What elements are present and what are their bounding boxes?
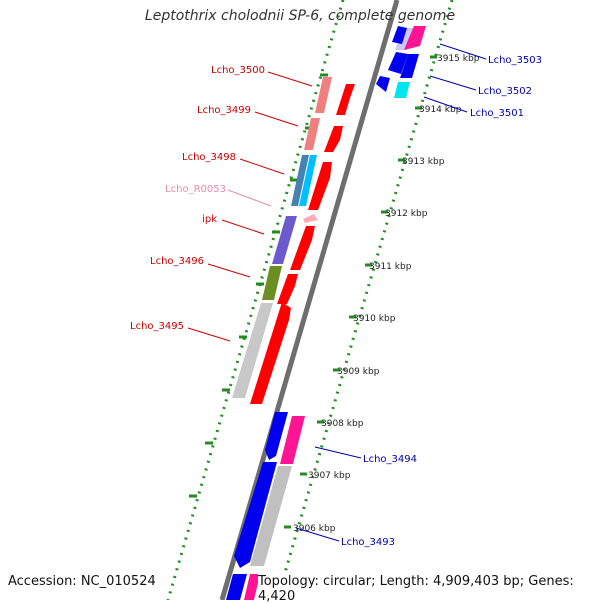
left-feature-track — [166, 0, 345, 600]
gene-lcho-3493-cog — [250, 466, 292, 566]
forward-genes — [232, 77, 355, 404]
ruler-label-3915: 3915 kbp — [437, 54, 480, 64]
gene-lcho-3496-cog — [262, 266, 282, 300]
rna-leader-line — [227, 189, 272, 207]
ruler-label-3911: 3911 kbp — [369, 262, 412, 272]
gene-lcho-3498-arrow — [308, 162, 332, 210]
reverse-genes-bottom — [226, 412, 305, 600]
topology-text: Topology: circular; Length: 4,909,403 bp… — [258, 574, 600, 604]
gene-lcho-3496-arrow — [277, 274, 298, 304]
gene-lcho-3500-arrow — [336, 84, 355, 115]
gene-lcho-3502-cog — [400, 54, 419, 78]
gene-partial-cog — [244, 574, 260, 600]
gene-lcho-3495-arrow — [250, 302, 291, 404]
gene-lcho-3500-cog — [315, 77, 332, 113]
gene-partial-arrow — [226, 574, 247, 600]
gene-lcho-3503-arrow — [392, 26, 407, 44]
reverse-gene-labels: Lcho_3503 Lcho_3502 Lcho_3501 Lcho_3494 … — [341, 55, 542, 548]
label-lcho-3500: Lcho_3500 — [211, 65, 265, 76]
gene-lcho-3501-cog — [394, 82, 410, 98]
gene-ipk-arrow — [290, 226, 315, 270]
forward-gene-labels: Lcho_3500 Lcho_3499 Lcho_3498 Lcho_R0053… — [130, 65, 265, 332]
ruler-label-3909: 3909 kbp — [337, 367, 380, 377]
gene-lcho-3503-cog — [404, 26, 426, 50]
label-lcho-3502: Lcho_3502 — [478, 86, 532, 97]
ruler-label-3908: 3908 kbp — [321, 419, 364, 429]
label-ipk: ipk — [202, 214, 217, 225]
ruler-label-3910: 3910 kbp — [353, 314, 396, 324]
gene-lcho-3494-cog — [280, 416, 305, 464]
label-lcho-r0053: Lcho_R0053 — [165, 184, 226, 195]
label-lcho-3495: Lcho_3495 — [130, 321, 184, 332]
ruler-label-3912: 3912 kbp — [385, 209, 428, 219]
label-lcho-3496: Lcho_3496 — [150, 256, 204, 267]
label-lcho-3501: Lcho_3501 — [470, 108, 524, 119]
gene-lcho-3502-arrow — [388, 52, 408, 74]
gene-ipk-cog — [272, 216, 297, 264]
gene-lcho-3503-block — [395, 28, 414, 50]
gene-lcho-3498-cog-b — [299, 155, 317, 206]
genome-backbone — [219, 0, 400, 600]
ruler-label-3914: 3914 kbp — [419, 105, 462, 115]
gene-lcho-3493-arrow — [234, 462, 277, 568]
map-title: Leptothrix cholodnii SP-6, complete geno… — [144, 8, 456, 24]
gene-lcho-3494-arrow — [265, 412, 288, 460]
ruler-label-3907: 3907 kbp — [308, 471, 351, 481]
label-lcho-3498: Lcho_3498 — [182, 152, 236, 163]
gene-lcho-3499-cog — [304, 118, 320, 150]
reverse-leader-lines — [295, 43, 487, 542]
left-track-marks — [189, 73, 328, 498]
forward-leader-lines — [187, 71, 313, 342]
ruler-tick-marks — [284, 55, 437, 529]
reverse-genes-top — [376, 26, 426, 98]
gene-lcho-3499-arrow — [324, 126, 343, 152]
right-ruler-track — [275, 0, 454, 600]
gene-lcho-3495-cog — [232, 303, 273, 398]
gene-lcho-3498-cog-a — [291, 155, 309, 206]
label-lcho-3493: Lcho_3493 — [341, 537, 395, 548]
ruler-label-3906: 3906 kbp — [293, 524, 336, 534]
label-lcho-3503: Lcho_3503 — [488, 55, 542, 66]
gene-lcho-r0053-arrow — [303, 214, 318, 223]
label-lcho-3499: Lcho_3499 — [197, 105, 251, 116]
ruler-labels: 3915 kbp 3914 kbp 3913 kbp 3912 kbp 3911… — [293, 54, 480, 534]
accession-text: Accession: NC_010524 — [8, 574, 156, 589]
gene-lcho-3501-arrow — [376, 76, 390, 92]
ruler-label-3913: 3913 kbp — [402, 157, 445, 167]
label-lcho-3494: Lcho_3494 — [363, 454, 417, 465]
